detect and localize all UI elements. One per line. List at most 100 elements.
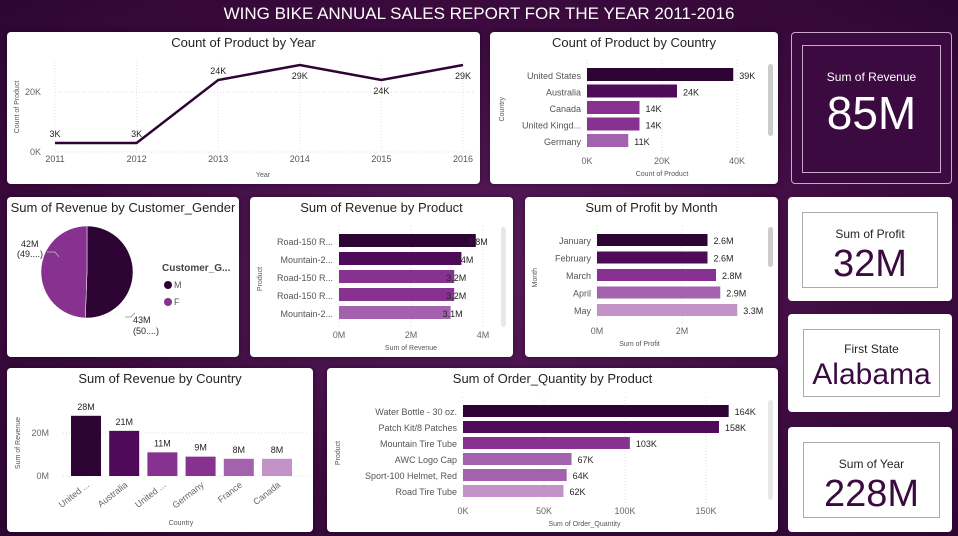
kpi-card-sum-of-year: Sum of Year 228M bbox=[788, 427, 952, 532]
data-label: 11K bbox=[634, 137, 649, 147]
bar bbox=[109, 430, 140, 476]
bar bbox=[463, 469, 567, 481]
chart-profit-by-month[interactable]: Sum of Profit by Month 0M 2M January 2.6M Fe… bbox=[525, 197, 778, 357]
bar bbox=[223, 458, 254, 476]
category-label: United States bbox=[527, 71, 582, 81]
data-label: 11M bbox=[154, 438, 171, 448]
x-tick-label: 20K bbox=[654, 156, 670, 166]
data-label: 3.4M bbox=[453, 255, 473, 265]
x-axis-title: Sum of Order_Quantity bbox=[549, 521, 621, 528]
scrollbar[interactable] bbox=[501, 227, 506, 327]
x-tick-label: 2011 bbox=[45, 154, 64, 164]
data-label: 14K bbox=[646, 121, 662, 131]
bar bbox=[262, 458, 292, 476]
data-label: 3K bbox=[131, 129, 142, 139]
data-label: 8M bbox=[233, 445, 246, 455]
legend-item: F bbox=[174, 297, 180, 307]
category-label: Australia bbox=[546, 88, 581, 98]
x-tick-label: 40K bbox=[729, 156, 745, 166]
legend-title: Customer_G... bbox=[162, 263, 231, 274]
category-label: January bbox=[559, 236, 592, 246]
bar bbox=[463, 405, 729, 417]
chart-revenue-by-country[interactable]: Sum of Revenue by Country 0M 20M 28M United… bbox=[7, 368, 313, 532]
kpi-value: 228M bbox=[823, 473, 920, 515]
data-label: 14K bbox=[646, 104, 662, 114]
x-tick-label: 0K bbox=[457, 506, 468, 516]
x-axis-title: Sum of Revenue bbox=[385, 345, 437, 352]
x-axis-title: Sum of Profit bbox=[619, 341, 660, 348]
category-label: Germany bbox=[544, 137, 582, 147]
category-label: Road-150 R... bbox=[277, 237, 333, 247]
bar bbox=[597, 251, 708, 264]
bar bbox=[597, 304, 738, 316]
chart-revenue-by-product[interactable]: Sum of Revenue by Product 0M 2M 4M Road-150… bbox=[250, 197, 513, 357]
data-label: 24K bbox=[373, 86, 389, 96]
category-label: Road-150 R... bbox=[277, 273, 333, 283]
leader-line bbox=[47, 251, 60, 258]
chart-order-quantity-by-product[interactable]: Sum of Order_Quantity by Product 0K 50K 10… bbox=[327, 368, 778, 532]
x-tick-label: Australia bbox=[96, 480, 130, 509]
chart-title: Sum of Revenue by Customer_Gender bbox=[10, 200, 236, 215]
x-tick-label: 2M bbox=[676, 326, 689, 336]
x-tick-label: 2015 bbox=[371, 154, 391, 164]
data-label: (50....) bbox=[133, 326, 159, 336]
x-tick-label: 2012 bbox=[127, 154, 147, 164]
y-tick-label: 20M bbox=[31, 428, 49, 438]
x-tick-label: United ... bbox=[57, 480, 92, 510]
y-tick-label: 0K bbox=[30, 147, 41, 157]
chart-count-by-year[interactable]: Count of Product by Year 0K 20K 2011 3K 2012… bbox=[7, 32, 480, 184]
x-tick-label: 4M bbox=[477, 330, 490, 340]
data-label: 67K bbox=[578, 455, 594, 465]
kpi-label: First State bbox=[844, 342, 899, 356]
category-label: Sport-100 Helmet, Red bbox=[365, 471, 457, 481]
leader-line bbox=[125, 312, 136, 318]
chart-count-by-country[interactable]: Count of Product by Country 0K 20K 40K Unit… bbox=[490, 32, 778, 184]
bar bbox=[587, 101, 640, 114]
data-label: 42M bbox=[21, 239, 39, 249]
scrollbar[interactable] bbox=[768, 64, 773, 136]
bar bbox=[597, 234, 708, 246]
chart-revenue-by-gender[interactable]: Sum of Revenue by Customer_Gender 43M (50… bbox=[7, 197, 239, 357]
data-label: 2.8M bbox=[722, 271, 742, 281]
data-label: 21M bbox=[115, 417, 133, 427]
data-label: 62K bbox=[569, 487, 585, 497]
kpi-label: Sum of Revenue bbox=[826, 70, 917, 84]
chart-title: Count of Product by Country bbox=[551, 35, 717, 50]
data-label: 3.3M bbox=[743, 306, 763, 316]
chart-title: Sum of Profit by Month bbox=[585, 200, 718, 215]
scrollbar[interactable] bbox=[768, 227, 773, 267]
x-tick-label: 0K bbox=[581, 156, 592, 166]
category-label: March bbox=[566, 271, 591, 281]
bar bbox=[463, 437, 630, 449]
x-axis-title: Year bbox=[256, 172, 271, 179]
x-tick-label: 2016 bbox=[453, 154, 473, 164]
bar bbox=[339, 252, 462, 265]
y-axis-title: Sum of Revenue bbox=[15, 417, 22, 469]
chart-title: Sum of Revenue by Country bbox=[78, 371, 242, 386]
category-label: Canada bbox=[549, 104, 581, 114]
category-label: May bbox=[574, 306, 592, 316]
dashboard-title: WING BIKE ANNUAL SALES REPORT FOR THE YE… bbox=[223, 4, 735, 23]
category-label: AWC Logo Cap bbox=[395, 455, 457, 465]
bar bbox=[463, 453, 572, 465]
chart-title: Count of Product by Year bbox=[171, 35, 316, 50]
x-axis-title: Country bbox=[169, 520, 194, 527]
data-label: (49....) bbox=[17, 249, 43, 259]
kpi-label: Sum of Year bbox=[838, 457, 905, 471]
category-label: United Kingd... bbox=[522, 121, 581, 131]
kpi-value: 85M bbox=[826, 87, 917, 139]
scrollbar[interactable] bbox=[768, 400, 773, 500]
x-tick-label: 0M bbox=[333, 330, 346, 340]
x-tick-label: 0M bbox=[591, 326, 604, 336]
data-label: 2.9M bbox=[726, 289, 746, 299]
pie-slice bbox=[85, 225, 134, 319]
data-label: 3.2M bbox=[446, 291, 466, 301]
x-axis-title: Count of Product bbox=[636, 171, 689, 178]
data-label: 43M bbox=[133, 315, 151, 325]
kpi-card-first-state: First State Alabama bbox=[788, 314, 952, 412]
category-label: Mountain-2... bbox=[280, 255, 333, 265]
data-label: 164K bbox=[735, 407, 756, 417]
category-label: Mountain Tire Tube bbox=[380, 439, 457, 449]
y-axis-title: Product bbox=[335, 441, 342, 465]
bar bbox=[463, 485, 564, 497]
